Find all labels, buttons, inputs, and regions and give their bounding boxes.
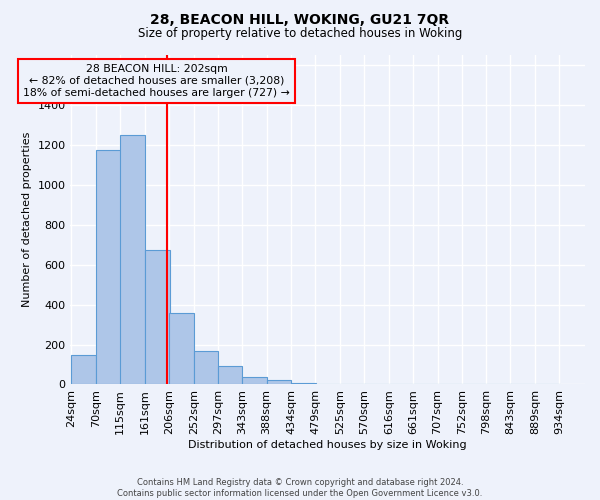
Text: 28, BEACON HILL, WOKING, GU21 7QR: 28, BEACON HILL, WOKING, GU21 7QR <box>151 12 449 26</box>
Text: 28 BEACON HILL: 202sqm
← 82% of detached houses are smaller (3,208)
18% of semi-: 28 BEACON HILL: 202sqm ← 82% of detached… <box>23 64 290 98</box>
Y-axis label: Number of detached properties: Number of detached properties <box>22 132 32 308</box>
Bar <box>194 350 218 384</box>
Bar <box>242 378 267 384</box>
Bar <box>71 354 96 384</box>
Bar <box>120 135 145 384</box>
Bar <box>145 250 170 384</box>
Bar <box>169 312 194 384</box>
Bar <box>218 366 242 384</box>
Bar <box>96 150 121 384</box>
Text: Contains HM Land Registry data © Crown copyright and database right 2024.
Contai: Contains HM Land Registry data © Crown c… <box>118 478 482 498</box>
X-axis label: Distribution of detached houses by size in Woking: Distribution of detached houses by size … <box>188 440 467 450</box>
Bar <box>266 380 291 384</box>
Text: Size of property relative to detached houses in Woking: Size of property relative to detached ho… <box>138 28 462 40</box>
